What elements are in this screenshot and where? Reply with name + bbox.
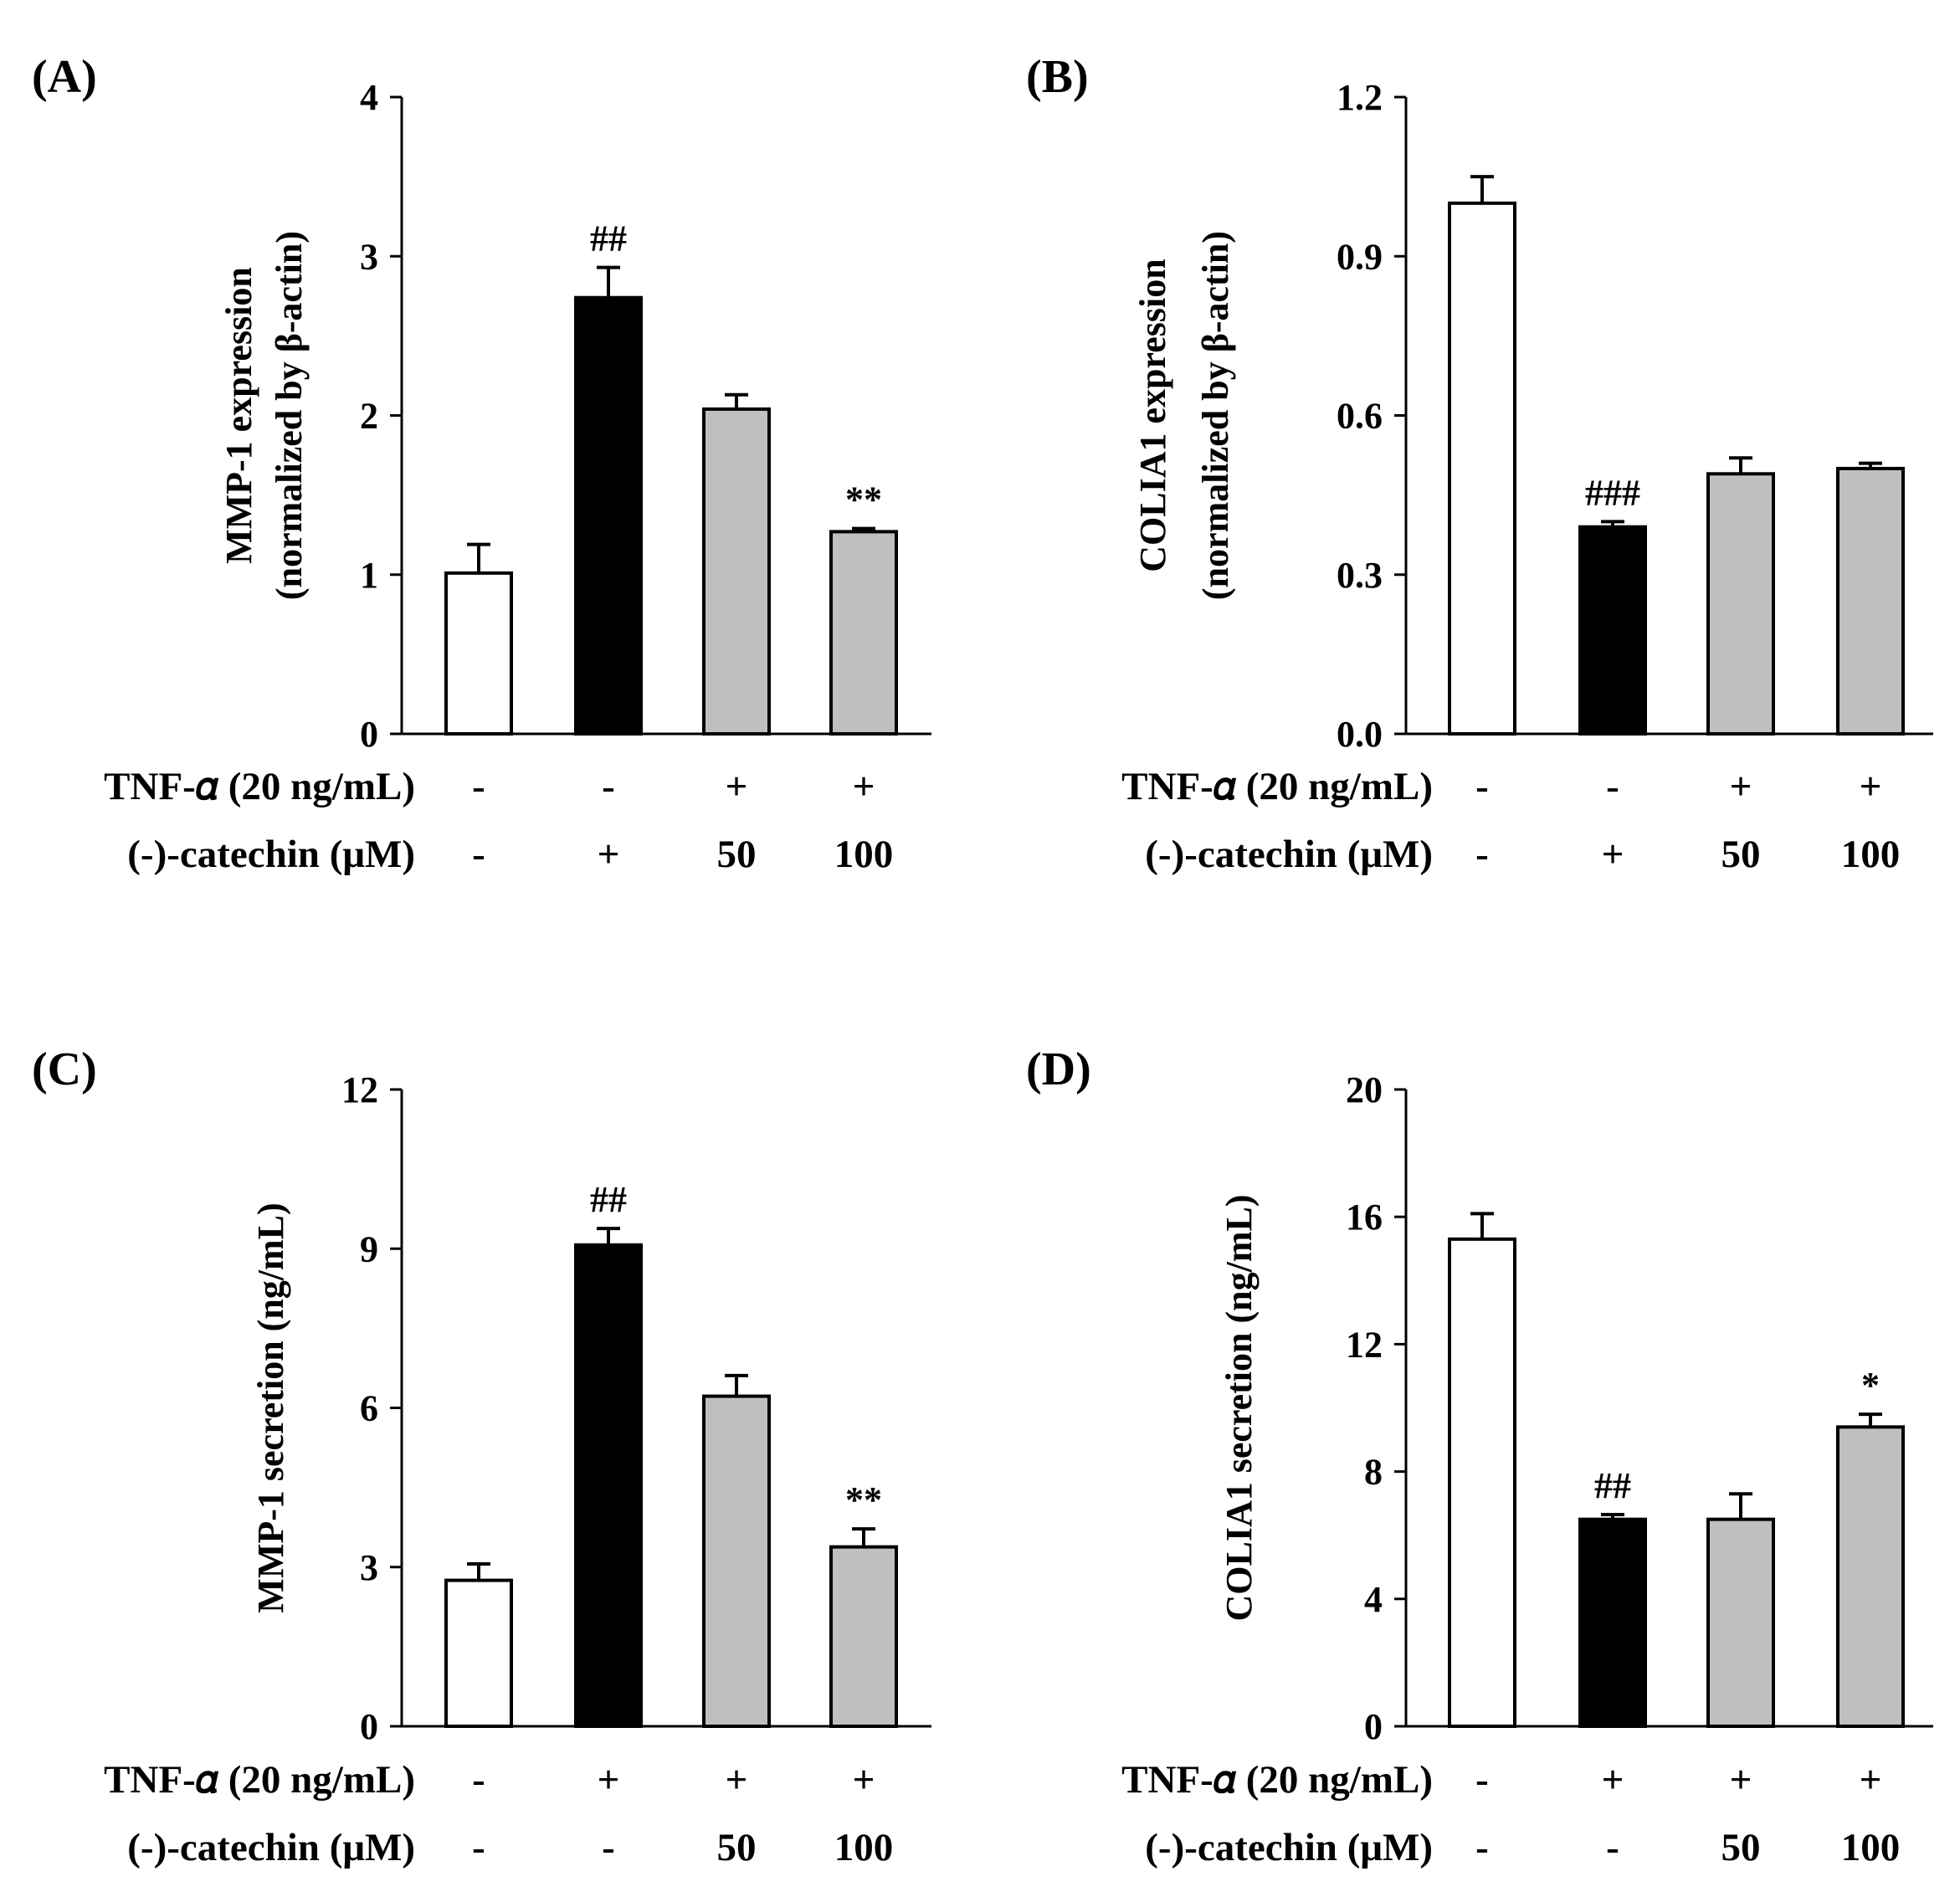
y-tick-label-c: 9	[360, 1228, 378, 1269]
condition-value-a: 100	[834, 833, 894, 876]
y-tick-label-d: 16	[1346, 1197, 1383, 1238]
y-tick-label-b: 1.2	[1337, 77, 1383, 118]
condition-value-c: -	[472, 1826, 485, 1869]
bar-b	[1836, 466, 1905, 736]
condition-value-a: +	[598, 833, 620, 876]
condition-value-d: 100	[1841, 1826, 1901, 1869]
significance-mark-d: ##	[1594, 1465, 1631, 1506]
y-axis-title-b: COLIA1 expression	[1132, 259, 1173, 572]
condition-value-c: 50	[717, 1826, 757, 1869]
significance-mark-d: *	[1861, 1365, 1880, 1406]
y-tick-label-c: 12	[341, 1069, 378, 1110]
condition-label-a: TNF-𝛼 (20 ng/mL)	[104, 765, 415, 808]
bar-d	[1448, 1237, 1516, 1728]
condition-label-c: TNF-𝛼 (20 ng/mL)	[104, 1758, 415, 1802]
condition-value-c: +	[726, 1758, 748, 1802]
condition-value-b: +	[1730, 765, 1752, 808]
condition-value-b: -	[1475, 765, 1489, 808]
significance-mark-b: ###	[1585, 472, 1640, 513]
significance-mark-a: **	[845, 479, 882, 520]
bar-b	[1448, 201, 1516, 736]
condition-value-b: -	[1475, 833, 1489, 876]
y-axis-title-a: (normalized by β-actin)	[269, 231, 310, 600]
bar-c	[574, 1243, 643, 1728]
panel-label-b: (B)	[1026, 51, 1089, 103]
bar-d	[1578, 1517, 1647, 1729]
y-tick-label-d: 20	[1346, 1069, 1383, 1110]
condition-value-a: +	[726, 765, 748, 808]
condition-value-d: +	[1860, 1758, 1882, 1802]
y-tick-label-b: 0.6	[1337, 396, 1383, 437]
y-axis-title-d: COLIA1 secretion (ng/mL)	[1219, 1194, 1260, 1621]
condition-value-a: 50	[717, 833, 757, 876]
significance-mark-c: **	[845, 1479, 882, 1520]
y-tick-label-c: 3	[360, 1547, 378, 1588]
condition-value-d: +	[1602, 1758, 1624, 1802]
condition-value-b: 50	[1721, 833, 1761, 876]
condition-value-c: +	[853, 1758, 875, 1802]
condition-value-c: -	[602, 1826, 615, 1869]
condition-label-c: (-)-catechin (μM)	[127, 1826, 415, 1869]
significance-mark-c: ##	[590, 1179, 627, 1220]
y-tick-label-c: 0	[360, 1706, 378, 1747]
condition-value-d: +	[1730, 1758, 1752, 1802]
condition-value-a: -	[602, 765, 615, 808]
y-tick-label-b: 0.0	[1337, 714, 1383, 755]
condition-label-d: TNF-𝛼 (20 ng/mL)	[1121, 1758, 1433, 1802]
bar-c	[829, 1545, 898, 1728]
bar-a	[444, 571, 513, 736]
bar-d	[1836, 1425, 1905, 1728]
condition-value-a: -	[472, 765, 485, 808]
y-axis-title-c: MMP-1 secretion (ng/mL)	[250, 1202, 291, 1612]
y-tick-label-d: 4	[1364, 1579, 1383, 1620]
panel-label-a: (A)	[32, 51, 97, 103]
panel-label-d: (D)	[1026, 1043, 1091, 1095]
y-tick-label-b: 0.9	[1337, 236, 1383, 277]
condition-value-d: -	[1606, 1826, 1619, 1869]
condition-value-c: -	[472, 1758, 485, 1802]
condition-value-d: 50	[1721, 1826, 1761, 1869]
bar-c	[702, 1394, 771, 1728]
condition-value-b: +	[1602, 833, 1624, 876]
y-axis-title-a: MMP-1 expression	[218, 267, 259, 564]
condition-value-b: -	[1606, 765, 1619, 808]
condition-value-c: +	[598, 1758, 620, 1802]
bar-a	[574, 295, 643, 736]
bar-b	[1578, 525, 1647, 736]
y-axis-title-b: (normalized by β-actin)	[1195, 231, 1236, 600]
y-tick-label-a: 1	[360, 555, 378, 596]
y-tick-label-b: 0.3	[1337, 555, 1383, 596]
bar-b	[1706, 472, 1775, 736]
condition-value-a: +	[853, 765, 875, 808]
condition-label-a: (-)-catechin (μM)	[127, 833, 415, 876]
y-tick-label-d: 12	[1346, 1324, 1383, 1365]
panel-label-c: (C)	[32, 1043, 97, 1095]
condition-value-d: -	[1475, 1758, 1489, 1802]
y-tick-label-d: 0	[1364, 1706, 1383, 1747]
condition-label-b: TNF-𝛼 (20 ng/mL)	[1121, 765, 1433, 808]
condition-value-b: +	[1860, 765, 1882, 808]
y-tick-label-a: 2	[360, 396, 378, 437]
bar-a	[702, 407, 771, 736]
y-tick-label-c: 6	[360, 1388, 378, 1429]
bar-d	[1706, 1517, 1775, 1729]
y-tick-label-a: 3	[360, 236, 378, 277]
y-tick-label-d: 8	[1364, 1452, 1383, 1493]
condition-label-b: (-)-catechin (μM)	[1145, 833, 1433, 876]
y-tick-label-a: 4	[360, 77, 378, 118]
condition-value-a: -	[472, 833, 485, 876]
condition-value-b: 100	[1841, 833, 1901, 876]
y-tick-label-a: 0	[360, 714, 378, 755]
condition-value-c: 100	[834, 1826, 894, 1869]
condition-value-d: -	[1475, 1826, 1489, 1869]
bar-a	[829, 530, 898, 736]
significance-mark-a: ##	[590, 218, 627, 259]
condition-label-d: (-)-catechin (μM)	[1145, 1826, 1433, 1869]
bar-c	[444, 1578, 513, 1728]
